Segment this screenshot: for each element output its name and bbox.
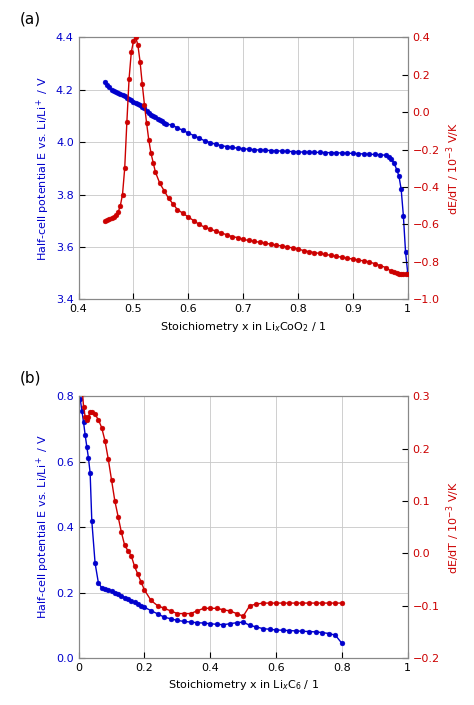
Y-axis label: Half-cell potential E vs. Li/Li$^+$ / V: Half-cell potential E vs. Li/Li$^+$ / V: [35, 76, 52, 261]
X-axis label: Stoichiometry x in Li$_x$C$_6$ / 1: Stoichiometry x in Li$_x$C$_6$ / 1: [168, 678, 319, 692]
Y-axis label: dE/dT / 10$^{-3}$ V/K: dE/dT / 10$^{-3}$ V/K: [444, 481, 462, 574]
Y-axis label: Half-cell potential E vs. Li/Li$^+$ / V: Half-cell potential E vs. Li/Li$^+$ / V: [35, 435, 52, 620]
X-axis label: Stoichiometry x in Li$_x$CoO$_2$ / 1: Stoichiometry x in Li$_x$CoO$_2$ / 1: [160, 320, 327, 333]
Text: (a): (a): [19, 12, 40, 27]
Y-axis label: dE/dT / 10$^{-3}$ V/K: dE/dT / 10$^{-3}$ V/K: [444, 122, 462, 215]
Text: (b): (b): [19, 371, 41, 386]
